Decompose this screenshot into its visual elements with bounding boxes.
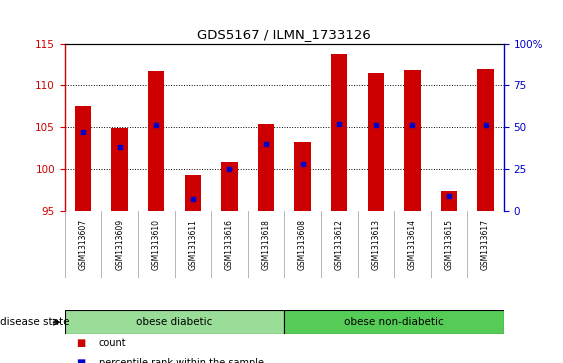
Text: GSM1313611: GSM1313611 xyxy=(189,219,197,270)
Text: GSM1313608: GSM1313608 xyxy=(298,219,307,270)
Text: GSM1313614: GSM1313614 xyxy=(408,219,417,270)
Bar xyxy=(331,54,347,211)
Text: percentile rank within the sample: percentile rank within the sample xyxy=(99,358,263,363)
Bar xyxy=(148,71,164,211)
Bar xyxy=(75,106,91,211)
Bar xyxy=(294,142,311,211)
Text: GSM1313617: GSM1313617 xyxy=(481,219,490,270)
Text: count: count xyxy=(99,338,126,348)
Text: GSM1313616: GSM1313616 xyxy=(225,219,234,270)
Text: ■: ■ xyxy=(76,338,85,348)
Bar xyxy=(284,310,504,334)
Bar xyxy=(477,69,494,211)
Bar xyxy=(111,128,128,211)
Bar xyxy=(441,191,457,211)
Text: GSM1313610: GSM1313610 xyxy=(152,219,160,270)
Text: obese diabetic: obese diabetic xyxy=(136,317,213,327)
Text: GSM1313613: GSM1313613 xyxy=(372,219,380,270)
Text: GSM1313615: GSM1313615 xyxy=(445,219,453,270)
Text: obese non-diabetic: obese non-diabetic xyxy=(344,317,444,327)
Text: GSM1313618: GSM1313618 xyxy=(262,219,270,270)
Bar xyxy=(368,73,384,211)
Title: GDS5167 / ILMN_1733126: GDS5167 / ILMN_1733126 xyxy=(198,28,371,41)
Bar xyxy=(185,175,201,211)
Text: disease state: disease state xyxy=(0,317,73,327)
Text: GSM1313609: GSM1313609 xyxy=(115,219,124,270)
Bar xyxy=(221,162,238,211)
Text: GSM1313612: GSM1313612 xyxy=(335,219,343,270)
Bar xyxy=(258,124,274,211)
Bar xyxy=(65,310,284,334)
Text: GSM1313607: GSM1313607 xyxy=(79,219,87,270)
Text: ■: ■ xyxy=(76,358,85,363)
Bar xyxy=(404,70,421,211)
